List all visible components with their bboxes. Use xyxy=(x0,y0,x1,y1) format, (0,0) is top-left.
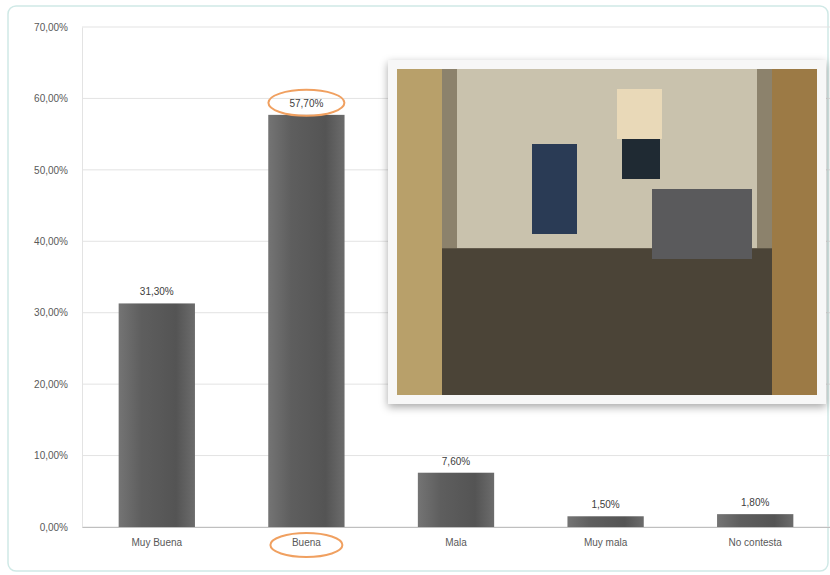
data-labels: 31,30% 57,70% 7,60% 1,50% 1,80% xyxy=(140,98,770,510)
grid-line xyxy=(82,27,830,28)
y-tick: 70,00% xyxy=(34,22,82,33)
bar xyxy=(268,115,344,527)
grid xyxy=(82,27,830,527)
y-tick: 30,00% xyxy=(34,307,82,318)
photo-bed xyxy=(652,189,752,259)
photo-window xyxy=(617,89,662,139)
y-tick: 50,00% xyxy=(34,165,82,176)
y-tick: 40,00% xyxy=(34,236,82,247)
highlights xyxy=(268,90,344,557)
x-tick: No contesta xyxy=(729,527,783,548)
bar xyxy=(717,514,793,527)
chart: 0,00% 10,00% 20,00% 30,00% 40,00% 50,00% 60,00… xyxy=(0,0,830,575)
data-label: 1,50% xyxy=(591,499,619,510)
photo-border xyxy=(388,60,826,404)
x-tick-label: Muy mala xyxy=(584,537,628,548)
y-tick: 10,00% xyxy=(34,450,82,461)
data-label: 57,70% xyxy=(289,98,323,109)
photo-wall xyxy=(397,69,817,395)
y-axis-line xyxy=(82,28,83,528)
y-tick-label: 30,00% xyxy=(34,307,68,318)
x-tick-label: Mala xyxy=(445,537,467,548)
x-tick-label: No contesta xyxy=(729,537,783,548)
y-tick: 20,00% xyxy=(34,379,82,390)
x-tick-label: Buena xyxy=(292,537,321,548)
photo xyxy=(388,60,826,404)
bar xyxy=(567,516,643,527)
y-tick-label: 0,00% xyxy=(40,522,68,533)
photo-person xyxy=(532,144,577,234)
data-label: 7,60% xyxy=(442,456,470,467)
y-tick-label: 50,00% xyxy=(34,165,68,176)
photo-cloth xyxy=(622,139,660,179)
photo-door-right xyxy=(772,69,817,395)
bars xyxy=(119,115,794,527)
photo-door-left xyxy=(397,69,442,395)
y-tick-label: 10,00% xyxy=(34,450,68,461)
frame xyxy=(8,6,828,571)
x-tick: Mala xyxy=(445,527,467,548)
highlight-ellipse xyxy=(270,533,342,557)
y-tick-label: 40,00% xyxy=(34,236,68,247)
data-label: 31,30% xyxy=(140,286,174,297)
y-axis: 0,00% 10,00% 20,00% 30,00% 40,00% 50,00% 60,00… xyxy=(34,22,82,533)
y-tick-label: 70,00% xyxy=(34,22,68,33)
data-label: 1,80% xyxy=(741,497,769,508)
x-tick: Muy Buena xyxy=(132,527,183,548)
y-tick-label: 60,00% xyxy=(34,93,68,104)
y-tick: 60,00% xyxy=(34,93,82,104)
bar xyxy=(119,303,195,527)
y-tick: 0,00% xyxy=(40,522,82,533)
y-tick-label: 20,00% xyxy=(34,379,68,390)
x-axis: Muy Buena Buena Mala Muy mala No contesta xyxy=(83,527,830,548)
x-tick-label: Muy Buena xyxy=(132,537,183,548)
photo-floor xyxy=(397,248,817,395)
highlight-ellipse xyxy=(268,90,344,116)
x-tick: Muy mala xyxy=(584,527,628,548)
x-tick: Buena xyxy=(292,527,321,548)
bar xyxy=(418,473,494,527)
x-axis-line xyxy=(83,527,830,528)
